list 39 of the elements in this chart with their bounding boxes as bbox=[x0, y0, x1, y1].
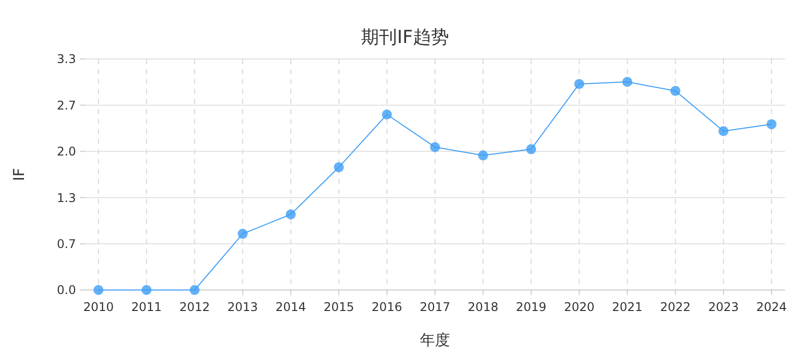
y-tick-label: 0.7 bbox=[56, 237, 76, 251]
x-tick-label: 2014 bbox=[275, 300, 306, 314]
x-tick-label: 2017 bbox=[420, 300, 450, 314]
point bbox=[382, 109, 392, 120]
y-tick-label: 0.0 bbox=[56, 283, 76, 298]
point bbox=[670, 86, 680, 96]
x-tick-label: 2021 bbox=[612, 300, 643, 314]
chart-title: 期刊IF趋势 bbox=[361, 27, 449, 48]
point bbox=[478, 150, 488, 160]
x-tick-label: 2010 bbox=[83, 300, 114, 314]
x-axis-title: 年度 bbox=[420, 331, 450, 349]
point bbox=[430, 142, 440, 152]
x-tick-label: 2023 bbox=[708, 300, 739, 314]
point bbox=[622, 76, 632, 87]
x-tick-label: 2019 bbox=[516, 300, 546, 314]
y-tick-label: 2.0 bbox=[56, 144, 76, 159]
x-tick-label: 2012 bbox=[179, 300, 210, 314]
point bbox=[718, 126, 728, 136]
x-tick-label: 2013 bbox=[227, 300, 258, 314]
y-tick-label: 1.3 bbox=[56, 190, 76, 205]
point bbox=[190, 285, 200, 295]
x-tick-label: 2016 bbox=[372, 300, 402, 314]
x-tick-label: 2018 bbox=[468, 300, 498, 314]
y-tick-label: 3.3 bbox=[56, 52, 76, 66]
point bbox=[286, 209, 296, 220]
x-tick-label: 2022 bbox=[660, 300, 691, 314]
x-tick-label: 2024 bbox=[756, 300, 787, 314]
x-tick-label: 2020 bbox=[564, 300, 595, 314]
point bbox=[142, 285, 152, 295]
x-tick-label: 2015 bbox=[324, 300, 354, 314]
y-axis-title: IF bbox=[10, 168, 28, 182]
x-tick-label: 2011 bbox=[131, 300, 162, 314]
point bbox=[238, 228, 248, 239]
y-tick-label: 2.7 bbox=[56, 98, 76, 112]
point bbox=[766, 119, 777, 130]
point bbox=[574, 78, 584, 89]
point bbox=[334, 162, 344, 172]
point bbox=[93, 285, 104, 295]
point bbox=[526, 144, 536, 154]
